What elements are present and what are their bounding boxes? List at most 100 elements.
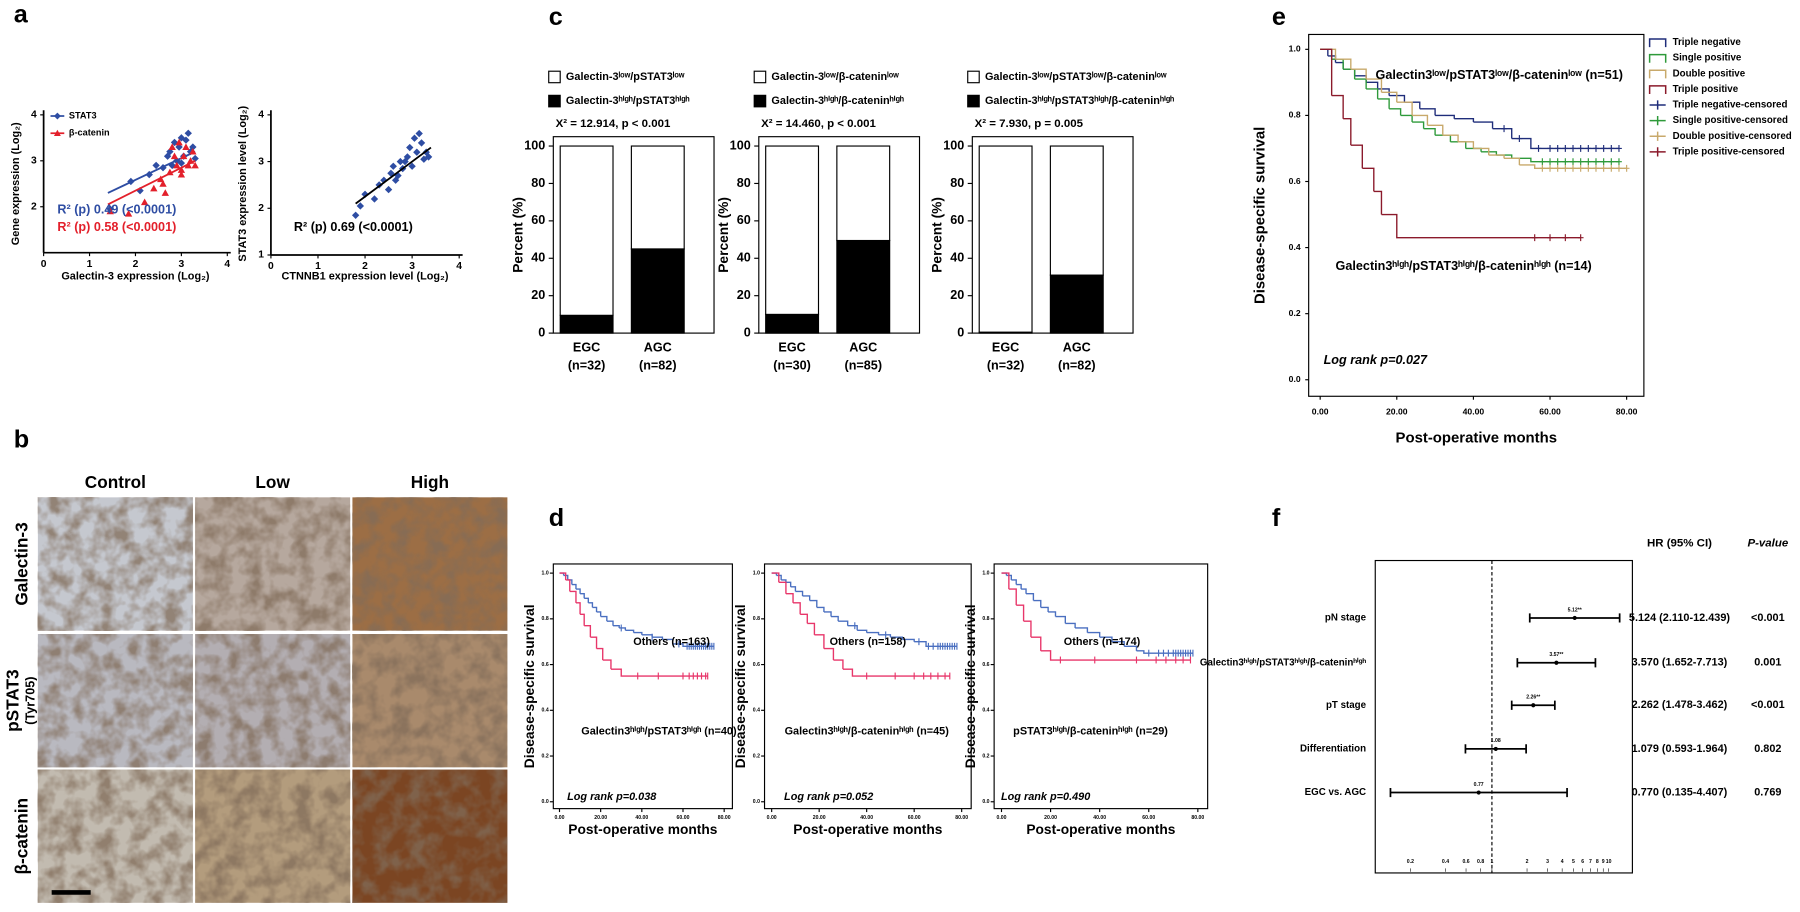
survival-step — [1065, 622, 1076, 628]
y-axis-title: Percent (%) — [511, 197, 526, 273]
survival-step — [1021, 588, 1027, 594]
row-label: pT stage — [1326, 700, 1367, 711]
x-tick-label: 2 — [1526, 859, 1529, 865]
survival-step — [1488, 154, 1505, 159]
row-note: (Tyr705) — [23, 677, 37, 725]
survival-step — [575, 588, 581, 594]
micrograph-texture — [352, 497, 508, 631]
survival-step — [1377, 98, 1390, 109]
x-tick-label: 20.00 — [594, 815, 607, 821]
censor-mark — [1554, 158, 1561, 166]
micrograph-texture — [37, 497, 193, 631]
y-tick-label: 0.6 — [753, 662, 760, 668]
point — [406, 143, 414, 152]
survival-step — [1016, 604, 1025, 622]
censor-mark — [1531, 234, 1538, 242]
survival-step — [559, 572, 567, 580]
point — [384, 185, 393, 194]
survival-step — [1381, 91, 1398, 103]
x-tick-label: 60.00 — [1142, 815, 1155, 821]
point — [161, 189, 169, 196]
hr-label: 2.262 (1.478-3.462) — [1632, 699, 1728, 711]
x-tick-label: 20.00 — [1386, 407, 1408, 417]
y-tick-label: 80 — [531, 176, 545, 190]
censor-mark — [1570, 158, 1576, 166]
survival-step — [1055, 615, 1066, 624]
x-tick-label: 4 — [456, 261, 462, 272]
survival-step — [1362, 167, 1375, 192]
survival-step — [842, 668, 950, 677]
point — [182, 136, 190, 144]
bar-segment — [559, 145, 614, 316]
x-tick-label: 1 — [1490, 859, 1493, 865]
survival-step — [1343, 68, 1356, 76]
censor-mark — [1600, 145, 1607, 152]
point — [124, 209, 133, 217]
x-tick-label: 40.00 — [635, 815, 648, 821]
survival-step — [857, 629, 868, 633]
plot-frame — [1374, 559, 1633, 874]
point-estimate — [1493, 746, 1498, 751]
hr-label: 3.570 (1.652-7.713) — [1632, 657, 1728, 669]
survival-step — [890, 636, 903, 640]
y-axis-title: Disease-specific survival — [963, 604, 978, 768]
micrograph-texture — [195, 769, 351, 903]
legend-label: Galectin-3ʰⁱᵍʰ/β-cateninʰⁱᵍʰ — [771, 94, 903, 107]
legend-label: STAT3 — [69, 110, 97, 120]
legend-line — [1648, 85, 1667, 94]
survival-step — [802, 595, 811, 601]
censor-mark — [1570, 145, 1576, 152]
y-tick-label: 40 — [950, 251, 964, 265]
survival-step — [580, 593, 585, 599]
legend-label: Galectin-3ˡᵒʷ/pSTAT3ˡᵒʷ — [566, 71, 685, 83]
bar-segment — [765, 313, 820, 334]
survival-step — [600, 615, 608, 622]
y-tick-label: 1.0 — [982, 570, 989, 576]
legend-label: Double positive-censored — [1673, 131, 1792, 142]
survival-step — [1320, 48, 1329, 56]
x-tick-label: 1 — [87, 259, 93, 270]
survival-step — [625, 629, 635, 633]
y-tick-label: 0.0 — [1289, 374, 1301, 384]
survival-step — [866, 631, 880, 635]
survival-step — [662, 638, 674, 644]
survival-step — [584, 597, 589, 603]
censor-mark — [1501, 125, 1507, 133]
point — [150, 184, 158, 192]
row-label: Galectin-3 — [12, 522, 32, 605]
series-label: Galectin3ʰⁱᵍʰ/pSTAT3ʰⁱᵍʰ (n=40) — [581, 725, 737, 738]
survival-step — [565, 579, 571, 592]
point — [191, 154, 199, 163]
censor-mark — [1593, 164, 1599, 172]
point — [175, 138, 183, 146]
point — [180, 152, 188, 160]
point — [182, 143, 190, 150]
censor-mark — [1600, 158, 1607, 166]
annotation: Log rank p=0.027 — [1324, 353, 1428, 367]
point — [410, 134, 419, 142]
annotation: Galectin3ˡᵒʷ/pSTAT3ˡᵒʷ/β-cateninˡᵒʷ (n=5… — [1376, 68, 1623, 82]
point — [173, 161, 181, 169]
value-label: 2.26** — [1526, 695, 1540, 701]
y-tick-label: 1.0 — [542, 570, 549, 576]
censor-mark — [1516, 135, 1523, 142]
legend-label: Double positive — [1673, 68, 1746, 79]
survival-step — [790, 586, 797, 592]
survival-step — [776, 574, 782, 580]
trend-line — [107, 159, 196, 206]
survival-step — [596, 611, 602, 617]
x-tick-label: 60.00 — [1539, 407, 1561, 417]
censor-mark — [1562, 158, 1569, 166]
censor-mark — [1616, 158, 1622, 166]
survival-step — [1331, 94, 1344, 119]
y-tick-label: 20 — [950, 288, 964, 302]
legend-label: β-catenin — [69, 128, 110, 138]
y-tick-label: 20 — [737, 288, 751, 302]
survival-step — [584, 625, 592, 638]
y-tick-label: 0.2 — [753, 753, 760, 759]
censor-mark — [1562, 234, 1569, 242]
p-value: <0.001 — [1751, 699, 1785, 711]
annotation: Log rank p=0.490 — [1001, 791, 1090, 803]
